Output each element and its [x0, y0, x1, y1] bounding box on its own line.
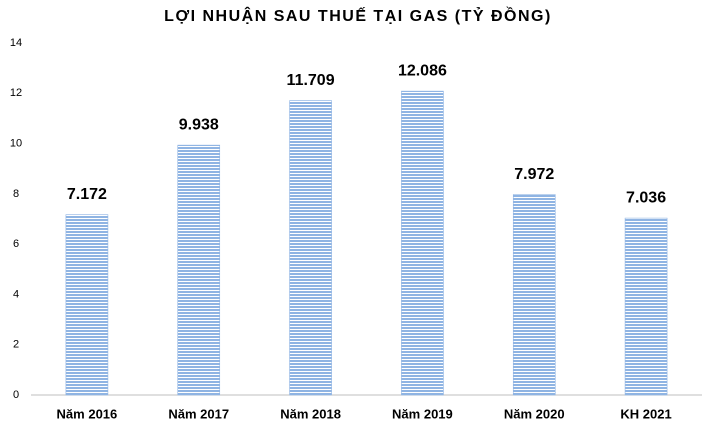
- bar: [401, 90, 444, 396]
- bar: [65, 214, 109, 396]
- value-label: 11.709: [287, 72, 335, 89]
- value-label: 7.172: [67, 186, 107, 203]
- value-label: 12.086: [398, 62, 447, 79]
- value-label: 7.036: [626, 189, 666, 206]
- x-tick-label: Năm 2016: [57, 406, 118, 421]
- y-tick-label: 4: [13, 288, 19, 300]
- y-tick-label: 8: [13, 188, 19, 200]
- bar: [177, 144, 221, 396]
- x-tick-label: Năm 2019: [392, 406, 453, 421]
- y-tick-label: 14: [10, 37, 22, 49]
- x-tick-label: Năm 2017: [168, 406, 229, 421]
- value-label: 9.938: [179, 116, 219, 133]
- y-tick-label: 10: [10, 137, 22, 149]
- value-label: 7.972: [514, 166, 554, 183]
- x-tick-label: KH 2021: [620, 406, 671, 421]
- y-tick-label: 6: [13, 238, 19, 250]
- y-tick-label: 12: [10, 87, 22, 99]
- y-tick-label: 2: [13, 339, 19, 351]
- chart-title: LỢI NHUẬN SAU THUẾ TẠI GAS (TỶ ĐỒNG): [164, 6, 552, 25]
- y-tick-label: 0: [13, 389, 19, 401]
- x-tick-label: Năm 2020: [504, 406, 565, 421]
- bar: [512, 194, 556, 396]
- bar: [624, 217, 668, 396]
- bar: [289, 100, 332, 396]
- x-tick-label: Năm 2018: [280, 406, 341, 421]
